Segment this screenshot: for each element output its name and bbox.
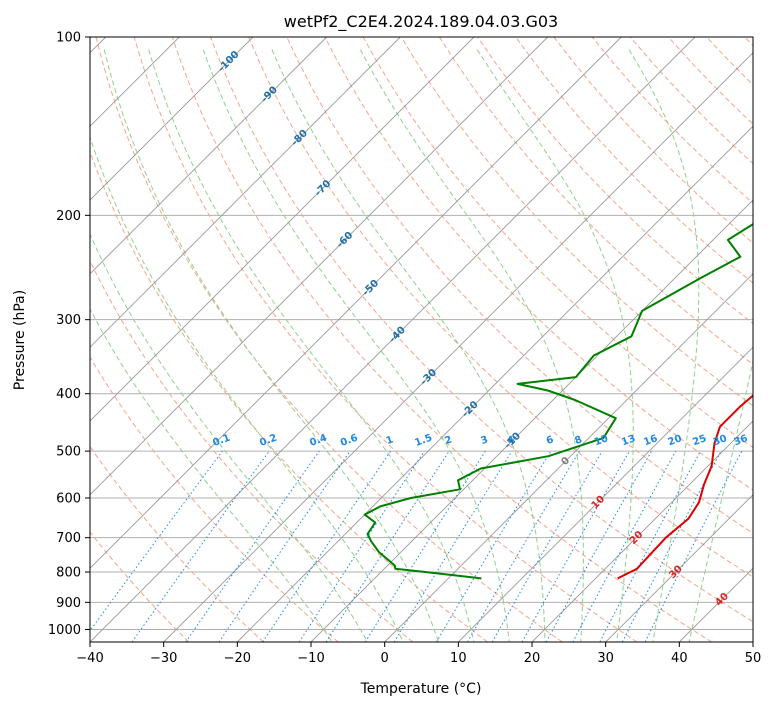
dewpoint-profile-line bbox=[363, 222, 753, 580]
dry-adiabats bbox=[90, 37, 753, 642]
mixing-ratio-line bbox=[262, 450, 392, 642]
y-tick-label: 100 bbox=[56, 31, 81, 46]
dry-adiabat bbox=[133, 37, 638, 642]
dry-adiabat bbox=[90, 150, 488, 642]
dry-adiabat bbox=[90, 356, 339, 642]
mixing-ratio-line bbox=[325, 450, 450, 642]
mixing-ratio-label: 13 bbox=[620, 433, 637, 448]
mixing-ratio-line bbox=[218, 450, 351, 642]
plot-frame bbox=[89, 36, 754, 643]
mixing-ratio-line bbox=[545, 450, 653, 642]
y-tick-label: 200 bbox=[56, 209, 81, 224]
isotherm-line bbox=[384, 273, 753, 642]
moist-adiabat bbox=[688, 358, 753, 642]
chart-title: wetPf2_C2E4.2024.189.04.03.G03 bbox=[284, 12, 558, 32]
dry-adiabat bbox=[90, 531, 190, 642]
y-tick-label: 700 bbox=[56, 531, 81, 546]
mixing-ratio-line bbox=[393, 450, 513, 642]
mixing-ratio-label: 4 bbox=[506, 434, 516, 447]
y-tick-label: 900 bbox=[56, 596, 81, 611]
y-axis-title: Pressure (hPa) bbox=[12, 290, 28, 390]
plot-area bbox=[90, 37, 753, 642]
mixing-ratio-label: 16 bbox=[642, 433, 659, 448]
y-axis-ticks: 1000 900 800 700 600 500 400 300 200 100 bbox=[48, 31, 90, 638]
mixing-ratio-label: 3 bbox=[479, 434, 489, 447]
y-tick-label: 400 bbox=[56, 387, 81, 402]
mixing-ratio-label: 1 bbox=[385, 434, 395, 447]
mixing-ratio-lines bbox=[90, 450, 743, 642]
pressure-gridlines bbox=[90, 37, 753, 630]
x-tick-label: 40 bbox=[671, 651, 688, 666]
mixing-ratio-label: 36 bbox=[733, 433, 750, 448]
isotherm-line bbox=[90, 37, 696, 642]
temperature-profile-line bbox=[617, 394, 753, 580]
isotherm-line bbox=[163, 52, 753, 642]
isotherm-line bbox=[531, 420, 753, 642]
profile-series bbox=[363, 222, 753, 580]
mixing-ratio-line bbox=[185, 450, 320, 642]
mixing-ratio-line bbox=[90, 450, 223, 632]
x-tick-label: −20 bbox=[224, 651, 251, 666]
dry-adiabat bbox=[324, 37, 753, 491]
isotherm-line bbox=[90, 37, 328, 275]
dry-adiabat bbox=[400, 37, 753, 407]
x-axis-title: Temperature (°C) bbox=[360, 681, 482, 697]
isotherm-line bbox=[90, 37, 401, 348]
mixing-ratio-line bbox=[131, 450, 270, 642]
mixing-ratio-label: 30 bbox=[712, 433, 729, 448]
isotherm-line bbox=[310, 199, 753, 642]
mixing-ratio-line bbox=[572, 450, 677, 642]
mixing-ratio-line bbox=[521, 450, 630, 642]
x-tick-label: 10 bbox=[450, 651, 467, 666]
x-tick-label: 50 bbox=[745, 651, 762, 666]
mixing-ratio-label: 10 bbox=[593, 433, 610, 448]
isotherm-line bbox=[605, 494, 753, 642]
moist-adiabat bbox=[476, 49, 634, 642]
mixing-ratio-line bbox=[644, 450, 743, 642]
x-tick-label: −10 bbox=[297, 651, 324, 666]
isotherm-line bbox=[90, 37, 622, 569]
dry-adiabat bbox=[210, 37, 753, 623]
x-tick-label: −40 bbox=[76, 651, 103, 666]
x-axis-ticks: −40 −30 −20 −10 0 10 20 30 40 50 bbox=[76, 642, 761, 666]
dry-adiabat bbox=[90, 445, 264, 642]
y-tick-label: 600 bbox=[56, 492, 81, 507]
moist-adiabats bbox=[90, 49, 753, 642]
isotherm-line bbox=[90, 37, 254, 201]
x-tick-label: 0 bbox=[381, 651, 389, 666]
moist-adiabat bbox=[90, 135, 404, 642]
x-tick-label: 20 bbox=[524, 651, 541, 666]
isotherm-line bbox=[90, 37, 549, 496]
moist-adiabat bbox=[359, 49, 584, 642]
isotherm-line bbox=[236, 125, 753, 642]
mixing-ratio-label: 6 bbox=[545, 434, 555, 447]
moist-adiabat bbox=[148, 49, 475, 642]
isotherms bbox=[90, 37, 753, 642]
mixing-ratio-line bbox=[298, 450, 425, 642]
x-tick-label: 30 bbox=[597, 651, 614, 666]
mixing-ratio-label: 20 bbox=[667, 433, 684, 448]
isotherm-line bbox=[90, 37, 475, 422]
mixing-ratio-label: 25 bbox=[691, 433, 708, 448]
dry-adiabat bbox=[171, 37, 712, 642]
isotherm-line bbox=[457, 346, 753, 642]
moist-adiabat bbox=[103, 49, 439, 642]
y-tick-label: 800 bbox=[56, 566, 81, 581]
mixing-ratio-label: 8 bbox=[573, 434, 583, 447]
y-tick-label: 1000 bbox=[48, 623, 81, 638]
mixing-ratio-label: 2 bbox=[443, 434, 453, 447]
y-tick-label: 500 bbox=[56, 445, 81, 460]
dry-adiabat bbox=[515, 37, 753, 284]
y-tick-label: 300 bbox=[56, 313, 81, 328]
dry-adiabat bbox=[438, 37, 753, 366]
x-tick-label: −30 bbox=[150, 651, 177, 666]
moist-adiabat bbox=[271, 49, 546, 642]
moist-adiabat bbox=[628, 49, 700, 642]
dry-adiabat bbox=[248, 37, 753, 578]
dry-adiabat bbox=[95, 37, 563, 642]
moist-adiabat bbox=[90, 232, 369, 642]
moist-adiabat bbox=[202, 49, 510, 642]
